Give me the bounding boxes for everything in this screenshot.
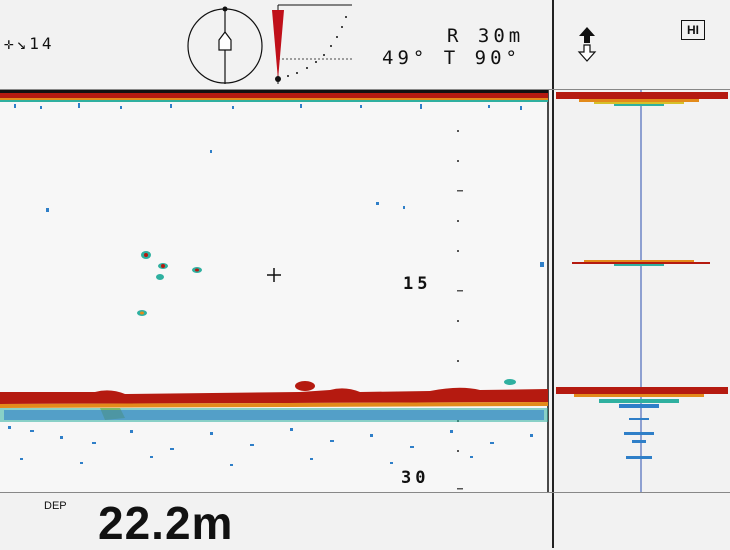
scale-label-15: 15 (403, 274, 432, 294)
range-readout: R 30m (447, 25, 525, 47)
compass-icon (187, 6, 263, 84)
echogram-display[interactable] (0, 90, 552, 492)
tilt-indicator (272, 4, 354, 84)
tilt-readout: 49° T 90° (382, 47, 521, 69)
a-scope-display (556, 90, 728, 492)
scale-label-30: 30 (401, 468, 430, 488)
depth-tag: DEP (44, 500, 67, 512)
crosshair-icon (267, 268, 281, 282)
depth-value: 22.2m (98, 497, 234, 549)
up-down-arrow-icon[interactable] (577, 26, 597, 62)
divider-vertical (552, 0, 554, 548)
divider-footer (0, 492, 730, 493)
divider-header (0, 89, 730, 90)
vessel-indicator: ✛↘14 (4, 34, 55, 53)
mode-badge[interactable]: HI (681, 20, 705, 40)
